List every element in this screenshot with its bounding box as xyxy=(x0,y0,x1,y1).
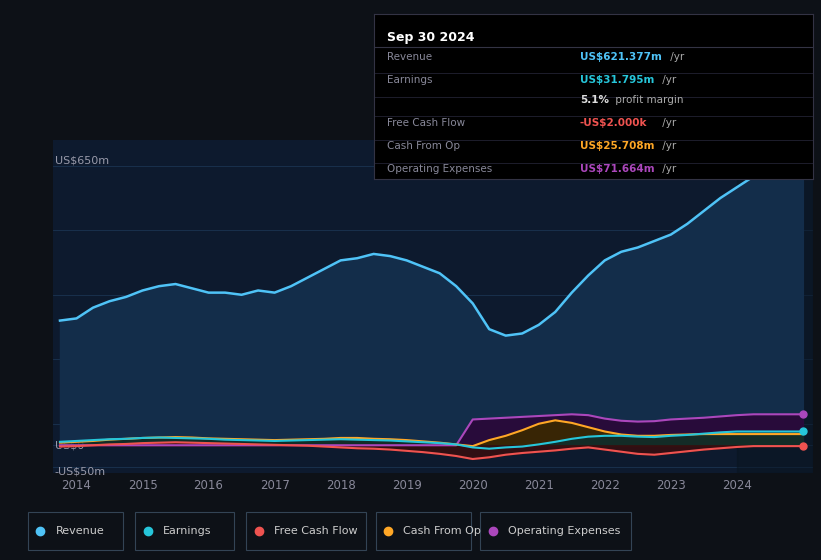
Text: US$650m: US$650m xyxy=(55,156,109,166)
Text: /yr: /yr xyxy=(659,141,677,151)
Text: profit margin: profit margin xyxy=(612,95,683,105)
Text: US$25.708m: US$25.708m xyxy=(580,141,654,151)
Text: 5.1%: 5.1% xyxy=(580,95,609,105)
Text: -US$2.000k: -US$2.000k xyxy=(580,118,648,128)
Text: Revenue: Revenue xyxy=(56,526,104,535)
Text: -US$50m: -US$50m xyxy=(55,466,106,477)
Text: /yr: /yr xyxy=(667,52,684,62)
Text: Earnings: Earnings xyxy=(163,526,212,535)
FancyBboxPatch shape xyxy=(480,512,631,550)
Text: Earnings: Earnings xyxy=(387,75,432,85)
FancyBboxPatch shape xyxy=(246,512,366,550)
FancyBboxPatch shape xyxy=(28,512,123,550)
Text: /yr: /yr xyxy=(659,164,677,174)
Text: US$71.664m: US$71.664m xyxy=(580,164,654,174)
Text: /yr: /yr xyxy=(659,118,677,128)
Text: Revenue: Revenue xyxy=(387,52,432,62)
Text: Sep 30 2024: Sep 30 2024 xyxy=(387,31,475,44)
Text: Free Cash Flow: Free Cash Flow xyxy=(274,526,358,535)
Text: Operating Expenses: Operating Expenses xyxy=(508,526,621,535)
FancyBboxPatch shape xyxy=(135,512,234,550)
Text: US$0: US$0 xyxy=(55,440,84,450)
Text: Cash From Op: Cash From Op xyxy=(403,526,481,535)
Text: Operating Expenses: Operating Expenses xyxy=(387,164,492,174)
Text: US$621.377m: US$621.377m xyxy=(580,52,662,62)
Text: Free Cash Flow: Free Cash Flow xyxy=(387,118,465,128)
Bar xyxy=(736,140,813,473)
FancyBboxPatch shape xyxy=(376,512,471,550)
Text: US$31.795m: US$31.795m xyxy=(580,75,654,85)
Text: /yr: /yr xyxy=(659,75,677,85)
Text: Cash From Op: Cash From Op xyxy=(387,141,460,151)
